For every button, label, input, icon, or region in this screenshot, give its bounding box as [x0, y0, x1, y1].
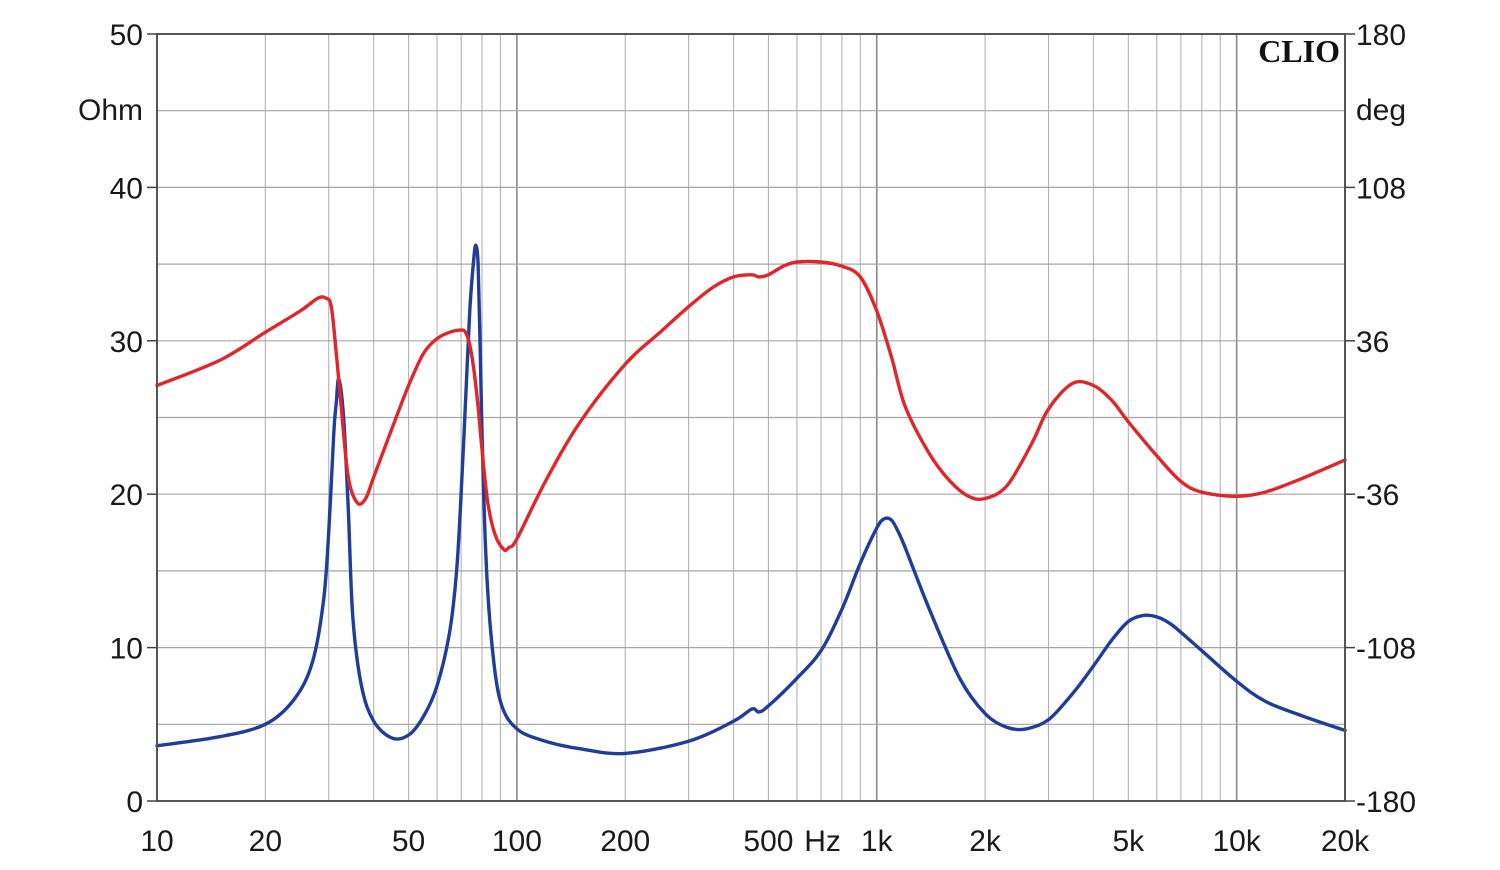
right-tick-label: -180 — [1356, 786, 1416, 819]
x-tick-label: 10k — [1212, 825, 1261, 858]
clio-brand-label: CLIO — [1258, 33, 1340, 69]
x-tick-label: 5k — [1112, 825, 1145, 858]
x-tick-label: 1k — [861, 825, 894, 858]
series-layer — [155, 243, 1347, 756]
impedance-series-line — [155, 243, 1347, 756]
x-tick-label: 500 — [743, 825, 793, 858]
left-tick-label: 40 — [110, 172, 143, 205]
x-tick-label: 200 — [600, 825, 650, 858]
x-tick-label: 100 — [492, 825, 542, 858]
x-axis: 10 20 50 100 200 500 1k 2k 5k 10k 20k Hz — [140, 825, 1370, 858]
left-tick-label: 20 — [110, 479, 143, 512]
right-tick-label: -108 — [1356, 633, 1416, 666]
right-tick-label: 36 — [1356, 326, 1389, 359]
right-tick-label: -36 — [1356, 479, 1399, 512]
x-tick-label: 2k — [969, 825, 1002, 858]
left-tick-label: 10 — [110, 633, 143, 666]
right-axis-unit: deg — [1356, 94, 1406, 127]
right-tick-label: 180 — [1356, 19, 1406, 52]
right-axis: -180 -108 -36 36 108 180 — [1345, 19, 1416, 819]
left-tick-label: 0 — [126, 786, 143, 819]
right-tick-label: 108 — [1356, 172, 1406, 205]
x-tick-label: 20k — [1321, 825, 1370, 858]
plot-frame — [156, 33, 1346, 802]
x-tick-label: 20 — [249, 825, 282, 858]
x-axis-unit: Hz — [804, 825, 841, 858]
left-axis: 0 10 20 30 40 50 — [110, 19, 157, 819]
x-tick-label: 10 — [140, 825, 173, 858]
left-tick-label: 30 — [110, 326, 143, 359]
left-axis-unit: Ohm — [78, 94, 143, 127]
grid-lines — [157, 34, 1345, 801]
x-tick-label: 50 — [392, 825, 425, 858]
phase-series-line — [155, 259, 1347, 553]
left-tick-label: 50 — [110, 19, 143, 52]
